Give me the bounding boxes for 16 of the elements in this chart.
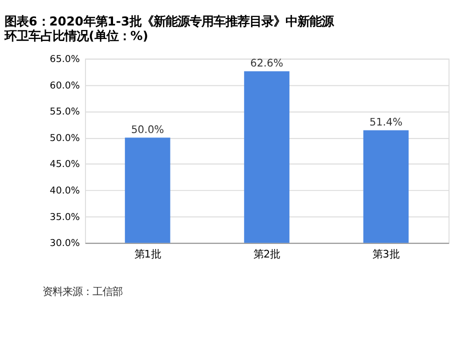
x-tick-label: 第1批: [134, 248, 161, 260]
data-label: 51.4%: [369, 116, 403, 129]
y-tick-label: 35.0%: [50, 212, 80, 223]
y-tick-label: 65.0%: [50, 54, 80, 65]
y-tick-label: 30.0%: [50, 238, 80, 250]
x-tick-label: 第3批: [372, 248, 400, 260]
y-tick-label: 60.0%: [50, 80, 80, 92]
text: 资料来源：工信部: [42, 286, 122, 298]
data-label: 50.0%: [131, 124, 164, 136]
y-tick-label: 45.0%: [50, 159, 80, 170]
chart-title: 图表6：2020年第1-3批《新能源专用车推荐目录》中新能源环卫车占比情况(单位：%): [4, 14, 335, 43]
y-tick-label: 40.0%: [50, 186, 80, 197]
y-tick-label: 55.0%: [50, 106, 80, 118]
y-tick-label: 50.0%: [50, 132, 80, 144]
x-tick-label: 第2批: [253, 248, 280, 260]
data-label: 62.6%: [250, 58, 284, 70]
